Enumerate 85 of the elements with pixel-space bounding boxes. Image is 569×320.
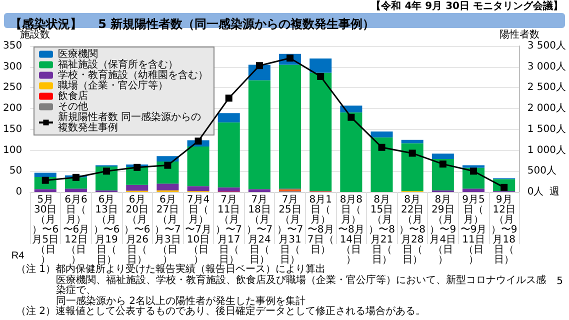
y-tick-label: 50 — [9, 166, 22, 177]
text: （注 2）速報値として公表するものであり、後日確定データとして修正される場合がある。 — [16, 306, 427, 318]
x-tick-label: 9月12日（月）〜9月18日（日） — [490, 194, 518, 266]
x-tick-label: 8月29日（月）〜9月4日（日） — [430, 194, 456, 266]
x-tick-label: 8月15日（月）〜8月21日（日） — [368, 194, 395, 266]
y-tick-label: 250 — [2, 82, 22, 94]
point — [408, 150, 416, 157]
bar — [64, 188, 87, 192]
y2-tick-label: 1 500人 — [527, 124, 566, 135]
legend-label: 学校・教育施設（幼稚園を含む） — [58, 68, 208, 81]
text: R4 — [11, 250, 25, 262]
legend-label: 医療機関 — [58, 48, 98, 60]
bar — [126, 184, 148, 191]
bar — [248, 189, 270, 192]
point — [194, 138, 202, 145]
bar — [432, 154, 454, 160]
x-tick-label: 6月13日（月）〜6月19日（日） — [93, 194, 120, 266]
text: 5 — [556, 276, 563, 288]
bar — [340, 106, 362, 112]
y2-tick-label: 3 000人 — [527, 61, 566, 72]
y-tick-label: 0 — [16, 186, 22, 198]
y-tick-label: 150 — [2, 124, 22, 135]
bar — [310, 58, 332, 73]
x-tick-label: 6月6日（月）〜6月12日（日） — [62, 194, 90, 266]
y-tick-label: 200 — [2, 103, 22, 114]
bar — [34, 172, 56, 177]
point — [134, 164, 141, 171]
bar — [218, 187, 240, 192]
bar — [156, 156, 179, 162]
bar — [310, 72, 332, 192]
y2-tick-label: 3 500人 — [527, 40, 566, 52]
point — [470, 168, 477, 175]
point — [72, 174, 80, 181]
legend-label: その他 — [58, 100, 88, 112]
bar — [401, 140, 424, 144]
bar — [370, 137, 393, 192]
legend-label: 職場（企業・官公庁等） — [58, 79, 168, 92]
legend-label: 新規陽性者数 同一感染源からの複数発生事例 — [58, 110, 202, 134]
text: 医療機関、福祉施設、学校・教育施設、飲食店及び職場（企業・官公庁等）において、新型コロナウイルス感染症で、 — [55, 274, 547, 296]
x-tick-label: 6月20日（月）〜6月26日（日） — [124, 194, 150, 266]
bar — [279, 64, 302, 189]
point — [348, 114, 355, 121]
x-tick-label: 8月8日（月）〜8月14日（日） — [338, 194, 364, 266]
y-tick-label: 100 — [2, 144, 22, 156]
chart-title: 【感染状況】 5 新規陽性者数（同一感染源からの複数発生事例） — [10, 17, 375, 31]
point — [317, 72, 324, 80]
point — [103, 168, 110, 175]
legend-label: 飲食店 — [58, 90, 88, 102]
point — [164, 162, 172, 169]
x-tick-label: 5月30日（月）〜6月5日（日） — [32, 194, 59, 266]
bar — [462, 188, 485, 192]
bar — [248, 80, 270, 190]
point — [256, 62, 263, 70]
y2-tick-label: 2 000人 — [527, 103, 566, 114]
bar — [462, 165, 485, 168]
y-axis-title: 施設数 — [20, 28, 50, 40]
bar — [187, 146, 210, 186]
x-axis-title: 週 — [550, 186, 560, 198]
y2-tick-label: 0人 — [527, 186, 544, 198]
bar — [187, 186, 210, 192]
y2-axis-title: 陽性者数 — [499, 28, 540, 40]
bar — [401, 143, 424, 192]
bar — [156, 184, 179, 190]
x-tick-label: 9月5日（月）〜9月11日（日） — [460, 194, 487, 266]
text: 同一感染源から 2名以上の陽性者が発生した事例を集計 — [56, 296, 307, 306]
text: 【令和 4年 9月 30日 モニタリング会議】 — [370, 0, 564, 13]
x-tick-label: 7月18日（月）〜7月24日（日） — [246, 194, 273, 266]
x-tick-label: 8月1日（月）〜8月7日（日） — [307, 194, 334, 256]
point — [225, 94, 232, 102]
y2-tick-label: 2 500人 — [527, 82, 566, 94]
bar — [370, 132, 393, 138]
y-tick-label: 300 — [2, 61, 22, 72]
y-tick-label: 350 — [2, 40, 22, 52]
point — [378, 144, 386, 151]
text: （注 1）都内保健所より受けた報告実績（報告日ベース）により算出 — [16, 264, 326, 275]
y2-tick-label: 500人 — [527, 166, 556, 177]
bar — [218, 122, 240, 188]
bar — [218, 113, 240, 122]
x-tick-label: 8月22日（月）〜8月28日（日） — [399, 194, 426, 266]
y2-tick-label: 1 000人 — [527, 144, 566, 156]
x-tick-label: 7月25日（月）〜7月31日（日） — [276, 194, 304, 266]
bar — [34, 189, 56, 192]
legend-label: 福祉施設（保育所を含む） — [58, 58, 178, 70]
bar — [340, 112, 362, 192]
point — [439, 160, 446, 168]
